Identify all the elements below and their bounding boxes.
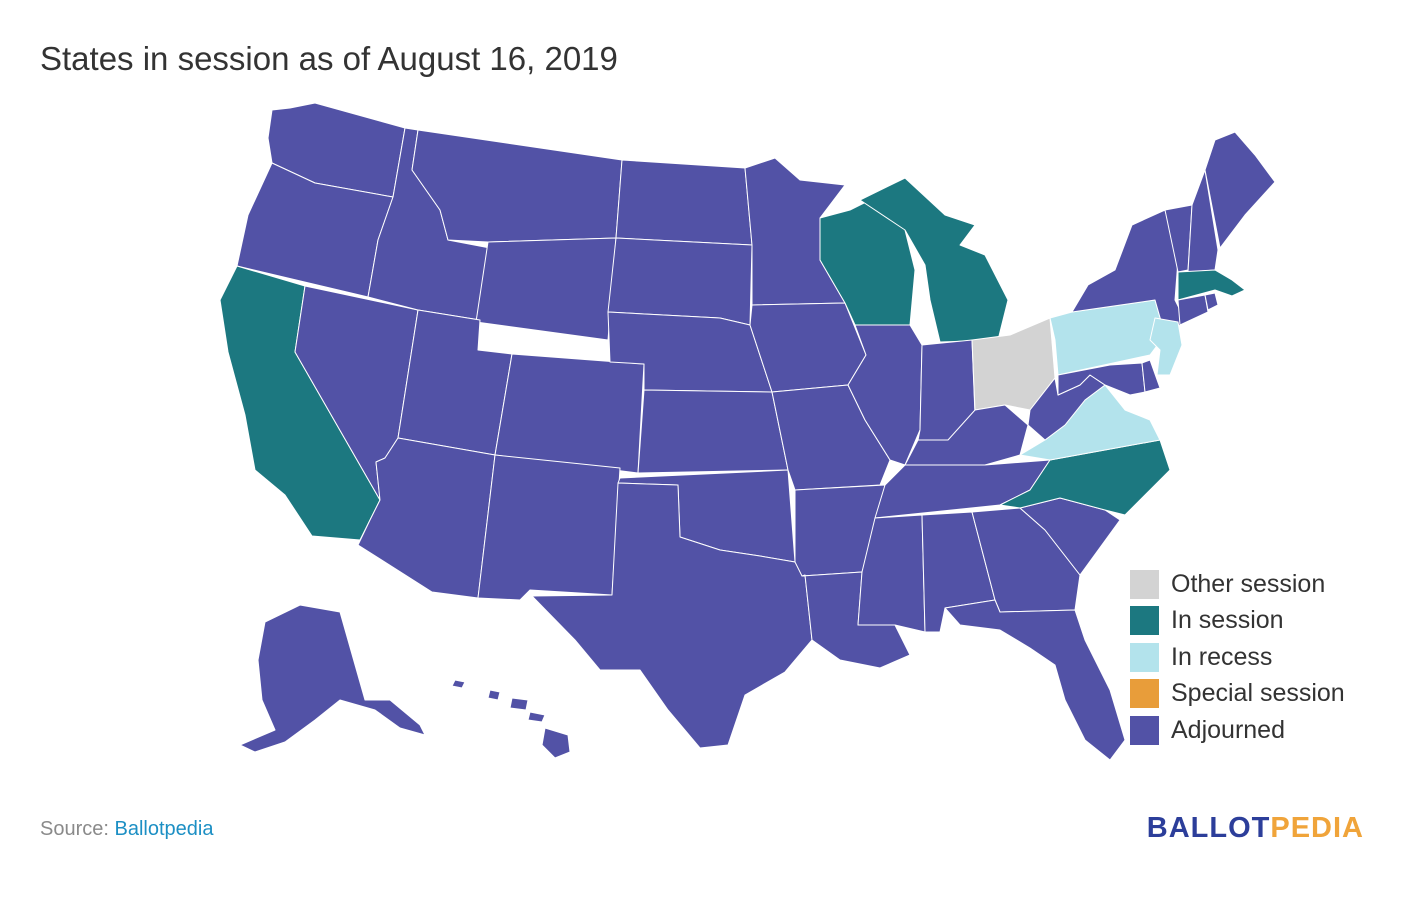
- state-kentucky[interactable]: [904, 404, 1029, 466]
- legend-item-special-session: Special session: [1130, 676, 1345, 713]
- legend-swatch: [1130, 715, 1159, 745]
- state-new-mexico[interactable]: [477, 454, 621, 601]
- legend-label: In session: [1171, 606, 1284, 635]
- legend-swatch: [1130, 569, 1159, 599]
- legend-item-adjourned: Adjourned: [1130, 712, 1345, 749]
- state-connecticut[interactable]: [1177, 294, 1209, 326]
- state-maine[interactable]: [1204, 131, 1276, 249]
- state-kansas[interactable]: [637, 389, 789, 474]
- logo-part-ballot: BALLOT: [1146, 812, 1271, 844]
- legend-item-in-session: In session: [1130, 603, 1345, 640]
- legend-label: In recess: [1171, 642, 1273, 671]
- state-utah[interactable]: [397, 309, 513, 456]
- ballotpedia-logo: BALLOTPEDIA: [1147, 812, 1364, 845]
- state-alaska[interactable]: [239, 604, 426, 753]
- map-title: States in session as of August 16, 2019: [40, 40, 618, 77]
- state-rhode-island[interactable]: [1204, 292, 1219, 311]
- legend-swatch: [1130, 606, 1159, 636]
- state-massachusetts[interactable]: [1177, 269, 1246, 301]
- legend-label: Special session: [1171, 679, 1345, 708]
- legend-label: Other session: [1171, 569, 1326, 598]
- state-delaware[interactable]: [1141, 359, 1161, 393]
- source-link[interactable]: Ballotpedia: [114, 818, 214, 840]
- state-arizona[interactable]: [357, 437, 496, 599]
- state-iowa[interactable]: [749, 302, 867, 393]
- state-north-dakota[interactable]: [615, 159, 753, 246]
- state-new-hampshire[interactable]: [1187, 169, 1219, 273]
- state-new-jersey[interactable]: [1149, 317, 1183, 376]
- state-texas[interactable]: [531, 482, 813, 749]
- state-florida[interactable]: [944, 599, 1126, 761]
- legend: Other session In session In recess Speci…: [1130, 566, 1345, 749]
- logo-part-pedia: PEDIA: [1270, 812, 1364, 844]
- legend-item-other-session: Other session: [1130, 566, 1345, 603]
- state-south-dakota[interactable]: [607, 237, 753, 326]
- legend-swatch: [1130, 679, 1159, 709]
- source-prefix: Source:: [40, 818, 115, 840]
- state-illinois[interactable]: [847, 324, 923, 466]
- state-colorado[interactable]: [494, 353, 645, 474]
- legend-item-in-recess: In recess: [1130, 639, 1345, 676]
- state-north-carolina[interactable]: [999, 439, 1171, 516]
- legend-swatch: [1130, 642, 1159, 672]
- legend-label: Adjourned: [1171, 715, 1285, 744]
- state-maryland[interactable]: [1057, 362, 1146, 396]
- state-wyoming[interactable]: [475, 237, 617, 341]
- state-hawaii[interactable]: [451, 679, 571, 759]
- state-michigan[interactable]: [859, 177, 1009, 343]
- source-line: Source: Ballotpedia: [40, 818, 213, 841]
